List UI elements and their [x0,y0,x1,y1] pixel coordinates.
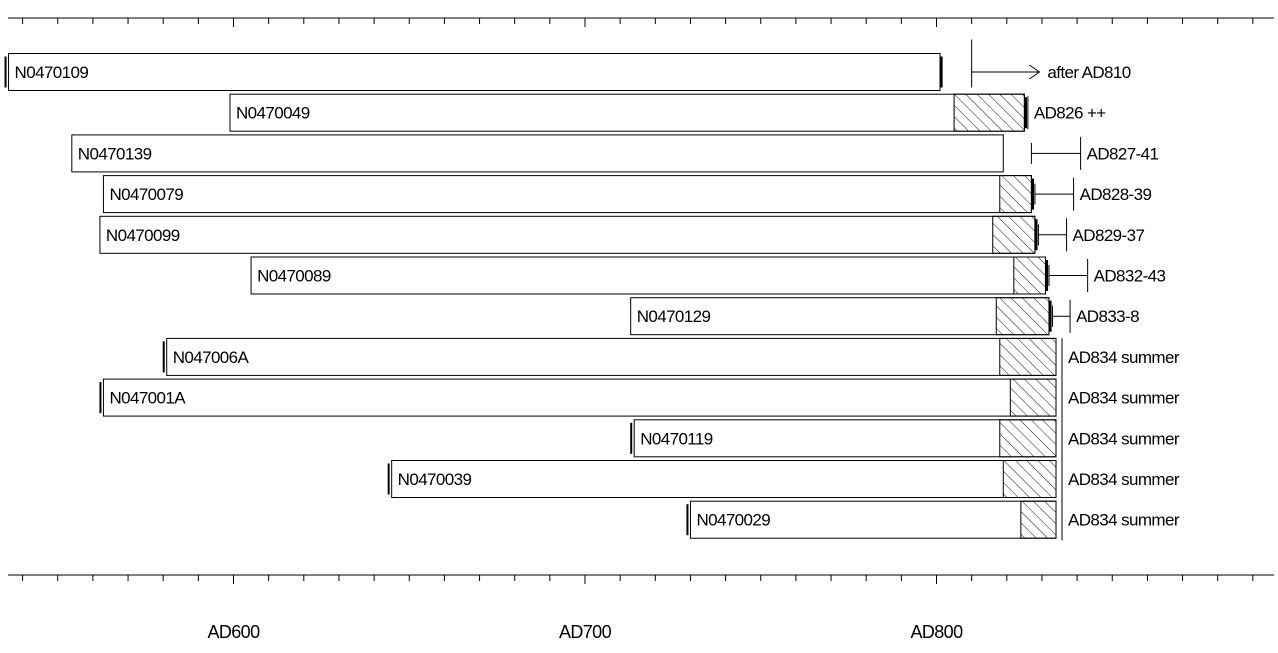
sapwood-segment [999,419,1057,458]
interpretation-label: AD826 ++ [1034,104,1106,123]
interpretation-label: AD829-37 [1073,226,1145,245]
sapwood-segment [1009,378,1057,417]
interpretation-label: AD833-8 [1076,307,1139,326]
sample-bar [633,419,1057,458]
interpretation-label: AD834 summer [1068,511,1180,530]
sample-name: N0470079 [109,185,183,204]
x-tick-label: AD800 [910,622,963,642]
interpretation-label: AD827-41 [1087,144,1159,163]
x-tick-label: AD700 [559,622,612,642]
sapwood-segment [995,297,1050,336]
interpretation-label: after AD810 [1047,63,1130,82]
sample-row: N0470129 AD833-8 [630,297,1140,336]
sapwood-segment [999,337,1057,376]
sample-row: N047001A AD834 summer [99,378,1180,417]
sample-bar [630,297,1050,336]
top-axis [8,17,1274,27]
sample-row: N0470119 AD834 summer [630,419,1180,458]
sample-name: N0470029 [696,511,770,530]
sample-bar [71,134,1004,173]
sapwood-segment [999,175,1032,214]
sample-name: N047001A [109,389,186,408]
sample-name: N0470089 [257,267,331,286]
sample-row: N0470139 AD827-41 [71,134,1159,173]
sample-row: N0470029 AD834 summer [686,500,1180,539]
sample-row: N047006A AD834 summer [162,337,1180,376]
sample-name: N0470039 [398,470,472,489]
sample-bar [250,256,1046,295]
sapwood-segment [1020,500,1057,539]
interpretation-label: AD834 summer [1068,470,1180,489]
interpretation-label: AD834 summer [1068,429,1180,448]
sample-bar [102,378,1057,417]
sample-bar [391,460,1057,498]
sapwood-segment [1002,460,1057,498]
interpretation-label: AD832-43 [1094,267,1166,286]
interpretation-label: AD828-39 [1080,185,1152,204]
sample-row: N0470099 AD829-37 [99,215,1145,254]
sample-name: N0470049 [236,104,310,123]
sapwood-segment [992,215,1036,254]
sapwood-segment [953,93,1025,132]
interpretation-arrowhead [1029,64,1041,80]
sample-bar [99,215,1036,254]
interpretation-label: AD834 summer [1068,348,1180,367]
sample-row: N0470089 AD832-43 [250,256,1166,295]
interpretation-label: AD834 summer [1068,389,1180,408]
sample-row: N0470109 after AD810 [4,39,1131,91]
sample-name: N0470139 [78,144,152,163]
sample-name: N0470109 [15,63,89,82]
sample-name: N0470119 [640,429,713,448]
sample-row: N0470039 AD834 summer [387,460,1180,498]
sample-bar [102,175,1032,214]
sample-row: N0470079 AD828-39 [102,175,1152,214]
sample-name: N0470129 [637,307,711,326]
sample-bar [166,337,1057,376]
bottom-axis: AD600 AD700 AD800 [8,574,1274,642]
sample-bar [8,53,941,91]
sample-row: N0470049 AD826 ++ [229,93,1107,132]
sample-name: N047006A [173,348,250,367]
sample-bar [229,93,1025,132]
x-tick-label: AD600 [207,622,260,642]
sapwood-segment [1013,256,1046,295]
sample-bar [689,500,1057,539]
sample-name: N0470099 [106,226,180,245]
